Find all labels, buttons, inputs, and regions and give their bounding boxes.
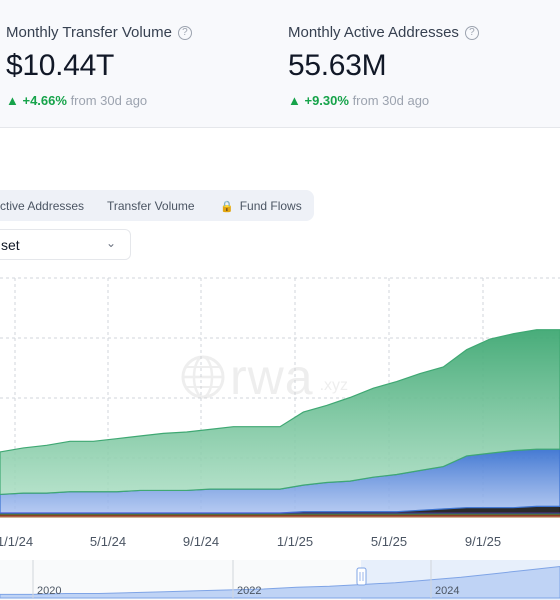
metric-transfer-volume: Monthly Transfer Volume ? $10.44T ▲ +4.6… (6, 24, 192, 108)
series-area-3 (0, 329, 560, 496)
lock-icon: 🔒 (220, 201, 234, 213)
x-tick-label: 1/1/25 (277, 534, 313, 549)
watermark-logo: rwa .xyz (180, 348, 348, 406)
tab-active-addresses[interactable]: ctive Addresses (0, 199, 85, 213)
metric-label: Monthly Transfer Volume (6, 24, 172, 41)
watermark-suffix: .xyz (319, 377, 349, 394)
navigator-area (0, 565, 560, 599)
chevron-down-icon: ⌄ (105, 236, 116, 250)
asset-dropdown[interactable]: set ⌄ (0, 229, 131, 260)
help-icon[interactable]: ? (177, 25, 192, 40)
change-period: from 30d ago (352, 93, 430, 108)
dropdown-value: set (1, 237, 20, 253)
navigator-handle (356, 567, 367, 586)
range-navigator[interactable]: 2020 2022 2024 (0, 560, 560, 600)
metrics-panel: Monthly Transfer Volume ? $10.44T ▲ +4.6… (0, 0, 560, 128)
metric-value: $10.44T (6, 49, 114, 82)
metric-label: Monthly Active Addresses (288, 24, 459, 41)
navigator-year-label: 2020 (37, 585, 61, 597)
metric-active-addresses: Monthly Active Addresses ? 55.63M ▲ +9.3… (288, 24, 479, 108)
x-tick-label: 9/1/24 (183, 534, 219, 549)
navigator-year-label: 2022 (237, 585, 261, 597)
tab-transfer-volume[interactable]: Transfer Volume (107, 199, 195, 213)
tab-fund-flows[interactable]: 🔒 Fund Flows (220, 199, 302, 213)
x-tick-label: 9/1/25 (465, 534, 501, 549)
chart-tabs: ctive Addresses Transfer Volume 🔒 Fund Fl… (0, 190, 314, 221)
x-tick-label: 5/1/24 (90, 534, 126, 549)
x-axis: 1/1/24 5/1/24 9/1/24 1/1/25 5/1/25 9/1/25 (0, 534, 501, 549)
x-tick-label: 1/1/24 (0, 534, 33, 549)
help-icon[interactable]: ? (464, 25, 479, 40)
change-badge: ▲ +4.66% (6, 93, 67, 108)
watermark-brand: rwa (230, 349, 314, 405)
chart-series (0, 329, 560, 518)
metric-value: 55.63M (288, 49, 387, 82)
globe-icon (181, 355, 225, 399)
change-period: from 30d ago (70, 93, 148, 108)
tab-label: Fund Flows (239, 199, 302, 213)
navigator-year-label: 2024 (435, 585, 459, 597)
x-tick-label: 5/1/25 (371, 534, 407, 549)
change-badge: ▲ +9.30% (288, 93, 349, 108)
